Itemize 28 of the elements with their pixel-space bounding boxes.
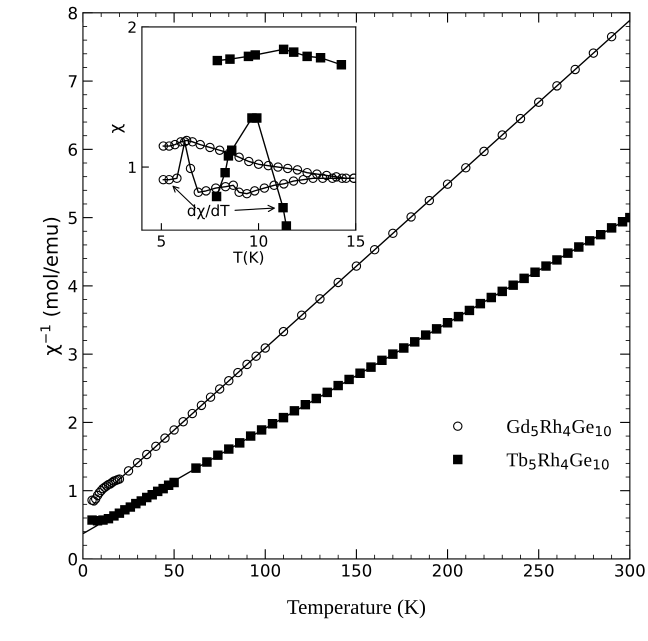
y-axis-title: χ <box>112 124 125 133</box>
y-axis-title: χ$^{−1}$ (mol/emu) <box>40 218 62 356</box>
y-tick-label: 5 <box>68 212 77 224</box>
y-tick-label: 2 <box>68 416 76 429</box>
y-tick-label: 7 <box>68 75 77 88</box>
y-tick-label: 1 <box>69 484 77 498</box>
legend-label: Tb$_{5}$Rh$_{4}$Ge$_{10}$ <box>506 452 609 470</box>
x-axis-title: Temperature (K) <box>287 599 426 618</box>
y-tick-label: 8 <box>68 6 77 20</box>
x-tick-label: 15 <box>348 235 364 247</box>
x-tick-label: 250 <box>524 564 554 577</box>
x-tick-label: 5 <box>158 235 165 247</box>
x-tick-label: 10 <box>250 235 268 247</box>
x-tick-label: 300 <box>615 564 645 577</box>
x-tick-label: 200 <box>432 564 462 577</box>
y-tick-label: 2 <box>128 21 136 33</box>
annotation: dχ/dT <box>188 204 230 220</box>
y-tick-label: 1 <box>129 162 136 173</box>
x-tick-label: 150 <box>342 564 372 577</box>
y-tick-label: 4 <box>68 280 78 292</box>
legend-label: Gd$_{5}$Rh$_{4}$Ge$_{10}$ <box>507 419 611 436</box>
x-tick-label: 0 <box>78 564 88 577</box>
y-tick-label: 6 <box>68 143 78 156</box>
x-axis-title: T(K) <box>233 251 264 265</box>
y-tick-label: 0 <box>68 552 77 566</box>
y-tick-label: 3 <box>68 348 77 361</box>
x-tick-label: 50 <box>164 564 184 577</box>
x-tick-label: 100 <box>251 564 280 577</box>
